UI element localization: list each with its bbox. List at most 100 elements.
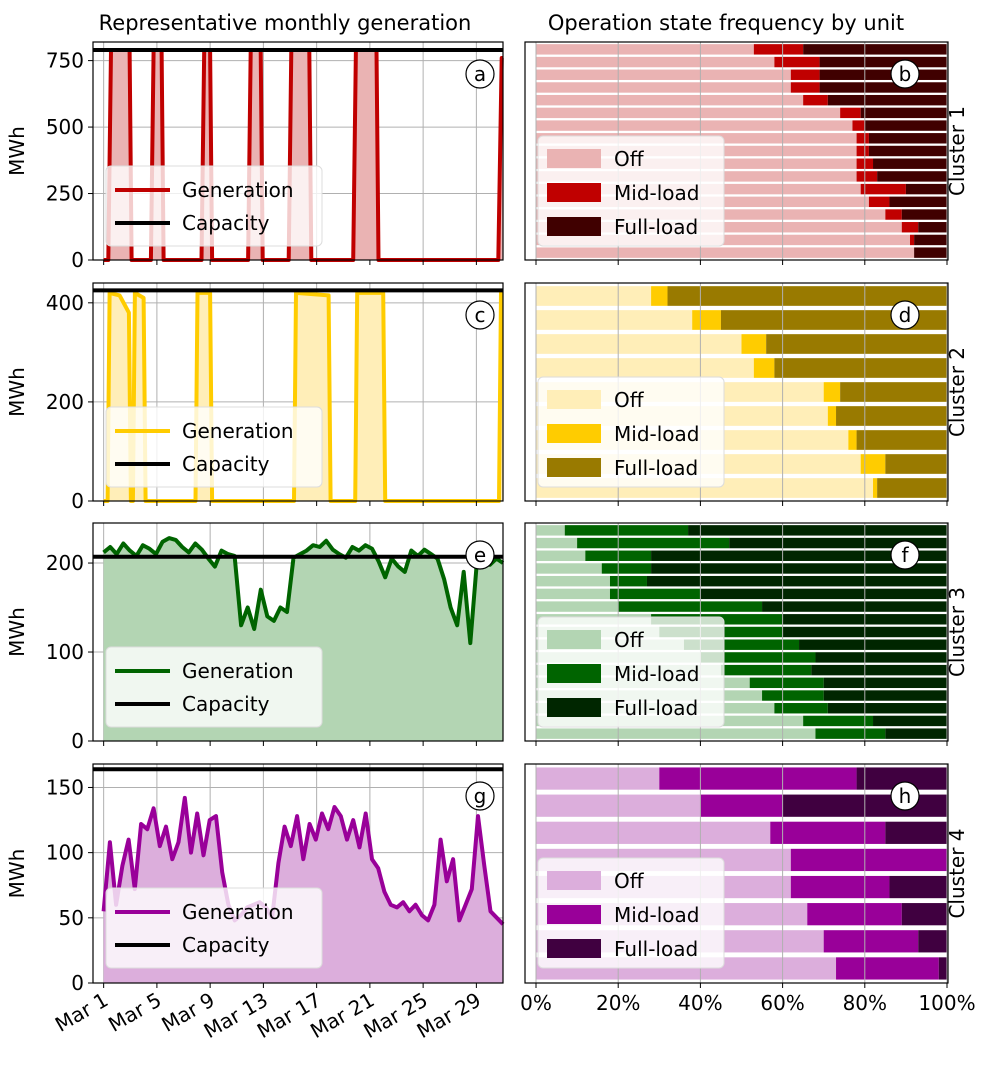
- bar-segment: [815, 652, 947, 663]
- bar-segment: [536, 310, 693, 330]
- axes-frame: [524, 522, 949, 742]
- bar-segment: [815, 728, 886, 739]
- bar-segment: [651, 550, 947, 561]
- legend-label: Full-load: [614, 696, 698, 720]
- legend-box: [105, 406, 323, 488]
- y-tick-label: 0: [71, 489, 84, 513]
- bar-segment: [823, 382, 841, 402]
- bar-segment: [564, 525, 689, 536]
- x-tick-label-percent: 100%: [918, 991, 975, 1015]
- panel-badge: [465, 59, 495, 89]
- bar-segment: [856, 171, 878, 182]
- panel-letter: b: [899, 62, 912, 86]
- panel-d: d Cluster 2 Off Mid-load Full-load: [524, 282, 969, 506]
- bar-segment: [536, 334, 742, 354]
- bar-segment: [868, 145, 947, 157]
- legend-swatch: [547, 424, 601, 443]
- panel-badge: [890, 540, 920, 570]
- bar-segment: [877, 478, 947, 498]
- bar-segment: [823, 677, 947, 689]
- bar-segment: [873, 715, 947, 727]
- panel-badge: [465, 300, 495, 330]
- bar-segment: [819, 69, 947, 80]
- bar-segment: [840, 382, 947, 402]
- bar-segment: [749, 677, 824, 689]
- y-tick-label: 50: [59, 906, 84, 930]
- bar-segment: [692, 310, 721, 330]
- legend-label: Full-load: [614, 456, 698, 480]
- panel-g: 0 50 100 150 MWh g Generation Capacity: [5, 763, 505, 995]
- y-tick-label: 100: [46, 841, 84, 865]
- y-tick-label: 100: [46, 640, 84, 664]
- bar-segment: [889, 196, 947, 208]
- y-tick-label: 750: [46, 49, 84, 73]
- bar-segment: [536, 821, 771, 844]
- bar-segment: [819, 82, 947, 93]
- legend-label: Full-load: [614, 937, 698, 961]
- bar-segment: [885, 821, 947, 844]
- legend-box: [105, 646, 323, 728]
- legend-label-generation: Generation: [182, 900, 294, 924]
- bar-segment: [856, 145, 869, 157]
- axes-frame: [524, 282, 949, 502]
- axes-frame: [524, 41, 949, 261]
- bar-segment: [840, 107, 861, 119]
- panel-letter: a: [474, 62, 486, 86]
- bar-segment: [683, 639, 800, 650]
- bar-segment: [536, 69, 791, 80]
- bar-segment: [601, 563, 652, 574]
- bar-segment: [918, 222, 947, 233]
- legend-box: [105, 887, 323, 969]
- cluster-label: Cluster 1: [945, 106, 969, 196]
- bar-segment: [609, 588, 701, 600]
- x-tick-label-percent: 80%: [843, 991, 887, 1015]
- bar-segment: [753, 44, 804, 55]
- bar-segment: [856, 430, 947, 450]
- bar-segment: [667, 286, 947, 306]
- legend-swatch: [547, 630, 601, 649]
- bar-segment: [536, 767, 660, 790]
- bar-segment: [860, 107, 947, 119]
- bar-segment: [799, 639, 947, 650]
- cluster-label: Cluster 3: [945, 587, 969, 677]
- bar-segment: [774, 358, 947, 378]
- y-axis-label: MWh: [5, 367, 29, 417]
- bar-segment: [868, 196, 890, 208]
- bar-segment: [885, 454, 947, 474]
- axes-frame: [92, 522, 504, 742]
- legend-label: Off: [614, 388, 645, 412]
- bar-segment: [811, 664, 947, 676]
- bar-segment: [918, 930, 947, 953]
- cluster-label: Cluster 2: [945, 347, 969, 437]
- legend-swatch: [547, 905, 601, 924]
- y-tick-label: 200: [46, 390, 84, 414]
- legend-swatch: [547, 664, 601, 683]
- y-axis-label: MWh: [5, 607, 29, 657]
- bar-segment: [901, 209, 947, 220]
- panel-a: 0 250 500 750 MWh a Generation Capacity: [5, 41, 504, 272]
- panel-badge: [465, 540, 495, 570]
- bar-segment: [536, 525, 565, 536]
- bar-segment: [536, 286, 652, 306]
- panel-e: 0 100 200 MWh e Generation Capacity: [5, 522, 505, 753]
- y-tick-label: 0: [71, 248, 84, 272]
- bar-segment: [803, 715, 874, 727]
- x-tick-label-percent: 20%: [596, 991, 640, 1015]
- bar-segment: [688, 525, 947, 536]
- bar-segment: [659, 767, 857, 790]
- bar-segment: [766, 334, 947, 354]
- y-axis-label: MWh: [5, 849, 29, 899]
- bar-segment: [914, 234, 947, 246]
- panel-letter: c: [475, 303, 486, 327]
- panel-badge: [465, 781, 495, 811]
- bar-segment: [536, 107, 841, 119]
- panel-b: b Cluster 1 Off Mid-load Full-load: [524, 41, 969, 265]
- bar-segment: [536, 44, 754, 55]
- bar-segment: [803, 94, 828, 106]
- bar-segment: [770, 821, 886, 844]
- bar-segment: [790, 848, 947, 872]
- legend-label-capacity: Capacity: [182, 933, 270, 957]
- bar-segment: [901, 903, 947, 926]
- legend-label: Off: [614, 628, 645, 652]
- panel-badge: [890, 781, 920, 811]
